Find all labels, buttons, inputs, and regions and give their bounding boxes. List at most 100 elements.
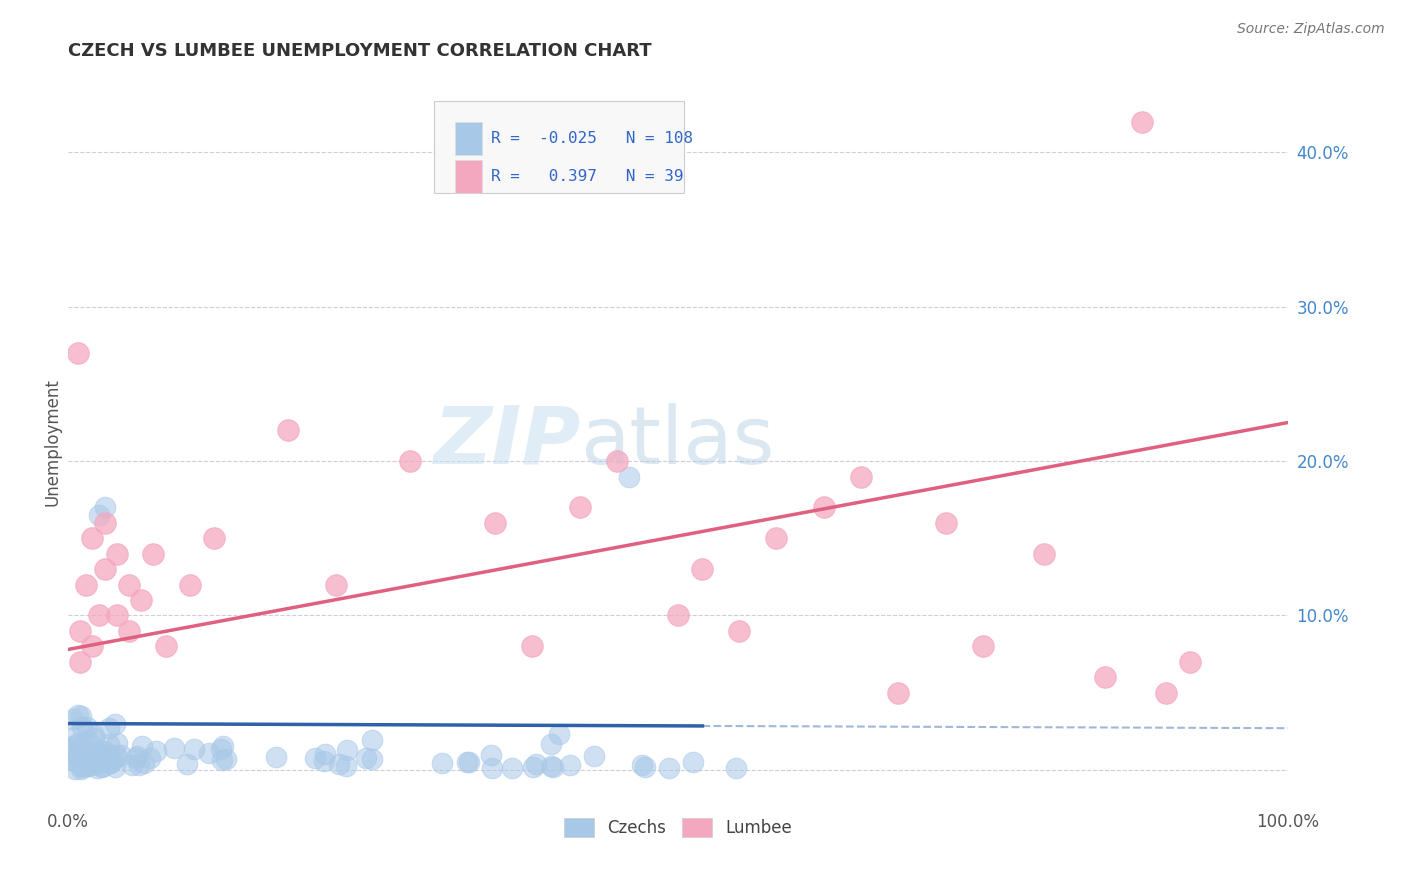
- Point: [619, 469, 641, 483]
- Point: [69, 739, 91, 754]
- Text: CZECH VS LUMBEE UNEMPLOYMENT CORRELATION CHART: CZECH VS LUMBEE UNEMPLOYMENT CORRELATION…: [67, 42, 652, 60]
- Point: [69, 624, 91, 638]
- Point: [87, 508, 110, 523]
- Y-axis label: Unemployment: Unemployment: [44, 378, 60, 506]
- Point: [548, 727, 571, 741]
- Point: [77, 754, 100, 768]
- Point: [560, 758, 582, 772]
- Point: [93, 744, 115, 758]
- Point: [304, 751, 326, 765]
- Point: [104, 716, 127, 731]
- Point: [211, 753, 233, 767]
- Point: [73, 748, 96, 763]
- Point: [139, 750, 162, 764]
- Point: [98, 756, 121, 770]
- Point: [97, 721, 120, 735]
- Point: [972, 640, 994, 654]
- Point: [125, 751, 148, 765]
- Point: [277, 423, 299, 437]
- Point: [105, 736, 128, 750]
- Point: [70, 760, 93, 774]
- Point: [70, 720, 93, 734]
- Point: [62, 739, 84, 754]
- Point: [725, 761, 748, 775]
- Point: [86, 748, 108, 763]
- Point: [131, 739, 153, 753]
- Point: [935, 516, 957, 530]
- Point: [84, 757, 107, 772]
- Point: [65, 762, 87, 776]
- Point: [80, 753, 103, 767]
- Text: R =   0.397   N = 39: R = 0.397 N = 39: [491, 169, 683, 184]
- Point: [1154, 686, 1177, 700]
- Point: [583, 749, 606, 764]
- Point: [682, 755, 704, 769]
- Point: [666, 608, 689, 623]
- Point: [325, 577, 347, 591]
- Text: R =  -0.025   N = 108: R = -0.025 N = 108: [491, 131, 693, 145]
- Point: [520, 640, 543, 654]
- Point: [98, 756, 121, 771]
- Text: atlas: atlas: [581, 403, 775, 481]
- Point: [93, 754, 115, 768]
- Point: [361, 733, 384, 747]
- Point: [312, 754, 335, 768]
- Point: [543, 760, 565, 774]
- Point: [94, 747, 117, 762]
- Point: [198, 746, 221, 760]
- Point: [60, 754, 83, 768]
- Point: [82, 756, 104, 770]
- Point: [606, 454, 628, 468]
- Point: [82, 747, 104, 761]
- FancyBboxPatch shape: [434, 101, 685, 193]
- Point: [336, 743, 359, 757]
- Point: [540, 737, 562, 751]
- Point: [1180, 655, 1202, 669]
- Point: [77, 734, 100, 748]
- Point: [215, 752, 238, 766]
- Point: [76, 720, 98, 734]
- Point: [398, 454, 420, 468]
- Point: [104, 747, 127, 762]
- Point: [83, 728, 105, 742]
- Point: [84, 751, 107, 765]
- Point: [540, 759, 562, 773]
- Point: [67, 708, 90, 723]
- Point: [69, 708, 91, 723]
- Point: [98, 737, 121, 751]
- Point: [93, 562, 115, 576]
- Point: [65, 729, 87, 743]
- Point: [70, 762, 93, 776]
- Point: [155, 640, 177, 654]
- Point: [335, 758, 357, 772]
- Point: [60, 741, 83, 756]
- Point: [72, 758, 94, 772]
- Point: [328, 756, 350, 771]
- Point: [204, 531, 226, 545]
- Point: [128, 758, 150, 772]
- Point: [93, 516, 115, 530]
- Point: [129, 593, 152, 607]
- Point: [84, 756, 107, 771]
- Point: [145, 744, 167, 758]
- Point: [209, 741, 232, 756]
- Point: [1094, 670, 1116, 684]
- Point: [104, 750, 127, 764]
- Point: [66, 736, 89, 750]
- Point: [212, 739, 235, 753]
- Point: [77, 757, 100, 772]
- Text: ZIP: ZIP: [433, 403, 581, 481]
- Point: [183, 742, 205, 756]
- Point: [63, 754, 86, 768]
- Point: [813, 500, 835, 515]
- Point: [72, 757, 94, 772]
- Point: [87, 608, 110, 623]
- Point: [849, 469, 872, 483]
- Point: [634, 760, 657, 774]
- Point: [430, 756, 453, 770]
- Point: [456, 756, 478, 770]
- Point: [886, 686, 908, 700]
- Point: [82, 531, 104, 545]
- Point: [82, 640, 104, 654]
- Point: [100, 754, 122, 768]
